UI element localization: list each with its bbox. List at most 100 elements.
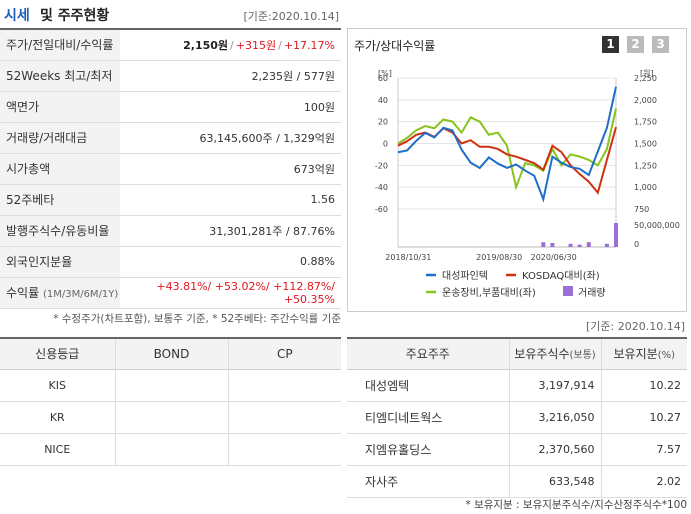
holder-shares: 633,548 [508, 465, 601, 498]
left-tick-label: -20 [375, 161, 388, 170]
left-tick-label: -40 [375, 183, 388, 192]
face-label: 액면가 [0, 91, 120, 123]
base-date: [기준:2020.10.14] [243, 10, 339, 23]
price-label: 주가/전일대비/수익률 [0, 29, 120, 61]
section-header: 시세 및 주주현황 [기준:2020.10.14] [0, 0, 341, 28]
left-tick-label: 60 [378, 74, 388, 83]
x-tick-label: 2019/08/30 [476, 253, 522, 262]
chart-svg: [%] [원] 60 40 20 0 -20 -40 -60 2,250 2,000 1,750 1,5… [375, 69, 680, 299]
returns-label: 수익률 (1M/3M/6M/1Y) [0, 277, 120, 309]
left-tick-label: -60 [375, 205, 388, 214]
volume-bar [577, 244, 582, 247]
holder-shares: 3,216,050 [508, 401, 601, 434]
holders-header-shares-text: 보유주식수 [514, 347, 570, 362]
holders-footnote: * 보유지분 : 보유지분주식수/지수산정주식수*100 [465, 499, 687, 511]
holders-header-shares: 보유주식수(보통) [508, 338, 601, 370]
table-row: 티엠디네트웍스 3,216,050 10.27 [347, 401, 687, 434]
left-axis-unit: [%] [378, 69, 392, 78]
chart-page-3-button[interactable]: 3 [652, 36, 669, 53]
table-row: NICE [0, 433, 341, 466]
info-row-foreign: 외국인지분율 0.88% [0, 246, 341, 278]
credit-cp [227, 401, 341, 434]
table-row: KR [0, 401, 341, 434]
legend-label-stock: 대성파인텍 [442, 270, 488, 282]
section-title-a: 시세 [4, 8, 30, 24]
w52-value: 2,235원 / 577원 [120, 60, 341, 92]
series-line-sector [397, 108, 617, 191]
beta-label: 52주베타 [0, 184, 120, 216]
series-line-kosdaq [397, 126, 617, 195]
volume-tick-label: 50,000,000 [634, 221, 680, 230]
credit-agency: KIS [0, 369, 115, 402]
face-value: 100원 [120, 91, 341, 123]
holder-name: 티엠디네트웍스 [347, 401, 509, 434]
credit-header-bond: BOND [114, 338, 228, 370]
holders-header-row: 주요주주 보유주식수(보통) 보유지분(%) [347, 338, 687, 370]
volume-bar [568, 243, 573, 247]
legend-label-volume: 거래량 [578, 287, 606, 299]
info-row-mcap: 시가총액 673억원 [0, 153, 341, 185]
returns-label-text: 수익률 [6, 286, 40, 300]
holder-ratio: 10.22 [600, 369, 687, 402]
shares-value: 31,301,281주 / 87.76% [120, 215, 341, 247]
credit-bond [114, 369, 228, 402]
credit-rating-table: 신용등급 BOND CP KIS KR NICE [0, 337, 341, 466]
credit-bond [114, 401, 228, 434]
info-footnote: * 수정주가(차트포함), 보통주 기준, * 52주베타: 주간수익률 기준 [53, 313, 341, 325]
return-3m: +53.02%/ [214, 279, 270, 293]
right-tick-label: 2,250 [634, 74, 657, 83]
section-title-b: 및 주주현황 [40, 8, 110, 24]
credit-bond [114, 433, 228, 466]
holder-name: 대성엠텍 [347, 369, 509, 402]
mcap-label: 시가총액 [0, 153, 120, 185]
returns-label-sub: (1M/3M/6M/1Y) [42, 289, 119, 300]
credit-cp [227, 369, 341, 402]
right-tick-label: 1,500 [634, 140, 657, 149]
legend-label-sector: 운송장비,부품대비(좌) [442, 287, 536, 299]
beta-value: 1.56 [120, 184, 341, 216]
left-tick-label: 0 [383, 140, 388, 149]
volume-label: 거래량/거래대금 [0, 122, 120, 154]
series-line-stock [397, 86, 617, 203]
credit-agency: KR [0, 401, 115, 434]
returns-value: +43.81%/ +53.02%/ +112.87%/ +50.35% [120, 277, 341, 309]
credit-header-agency: 신용등급 [0, 338, 115, 370]
shares-label: 발행주식수/유동비율 [0, 215, 120, 247]
holders-header-ratio-sub: (%) [657, 350, 675, 362]
price: 2,150원 [183, 38, 229, 52]
info-row-shares: 발행주식수/유동비율 31,301,281주 / 87.76% [0, 215, 341, 247]
market-info-table: 주가/전일대비/수익률 2,150원 / +315원 / +17.17% 52Weeks… [0, 28, 341, 309]
holders-header-name: 주요주주 [347, 338, 509, 370]
chart-page-1-button[interactable]: 1 [602, 36, 619, 53]
holder-name: 지엠유홀딩스 [347, 433, 509, 466]
holder-name: 자사주 [347, 465, 509, 498]
volume-bar [541, 242, 546, 247]
volume-bar [604, 243, 609, 247]
right-tick-label: 1,250 [634, 161, 657, 170]
table-row: 자사주 633,548 2.02 [347, 465, 687, 498]
holder-shares: 3,197,914 [508, 369, 601, 402]
price-value: 2,150원 / +315원 / +17.17% [120, 29, 341, 61]
w52-label: 52Weeks 최고/최저 [0, 60, 120, 92]
info-row-beta: 52주베타 1.56 [0, 184, 341, 216]
info-row-price: 주가/전일대비/수익률 2,150원 / +315원 / +17.17% [0, 29, 341, 61]
right-axis-unit: [원] [640, 69, 654, 78]
info-row-volume: 거래량/거래대금 63,145,600주 / 1,329억원 [0, 122, 341, 154]
volume-bar [586, 242, 591, 247]
return-6m: +112.87%/ [273, 279, 335, 293]
chart-title: 주가/상대수익률 [354, 39, 436, 53]
info-row-returns: 수익률 (1M/3M/6M/1Y) +43.81%/ +53.02%/ +112… [0, 277, 341, 309]
info-row-52w: 52Weeks 최고/최저 2,235원 / 577원 [0, 60, 341, 92]
mcap-value: 673억원 [120, 153, 341, 185]
right-tick-label: 1,000 [634, 183, 657, 192]
x-tick-label: 2020/06/30 [531, 253, 577, 262]
price-rate: +17.17% [283, 38, 335, 52]
table-row: 지엠유홀딩스 2,370,560 7.57 [347, 433, 687, 466]
holders-header-ratio: 보유지분(%) [600, 338, 687, 370]
legend-label-kosdaq: KOSDAQ대비(좌) [522, 270, 600, 282]
chart-page-2-button[interactable]: 2 [627, 36, 644, 53]
foreign-label: 외국인지분율 [0, 246, 120, 278]
holder-ratio: 10.27 [600, 401, 687, 434]
credit-agency: NICE [0, 433, 115, 466]
table-row: KIS [0, 369, 341, 402]
